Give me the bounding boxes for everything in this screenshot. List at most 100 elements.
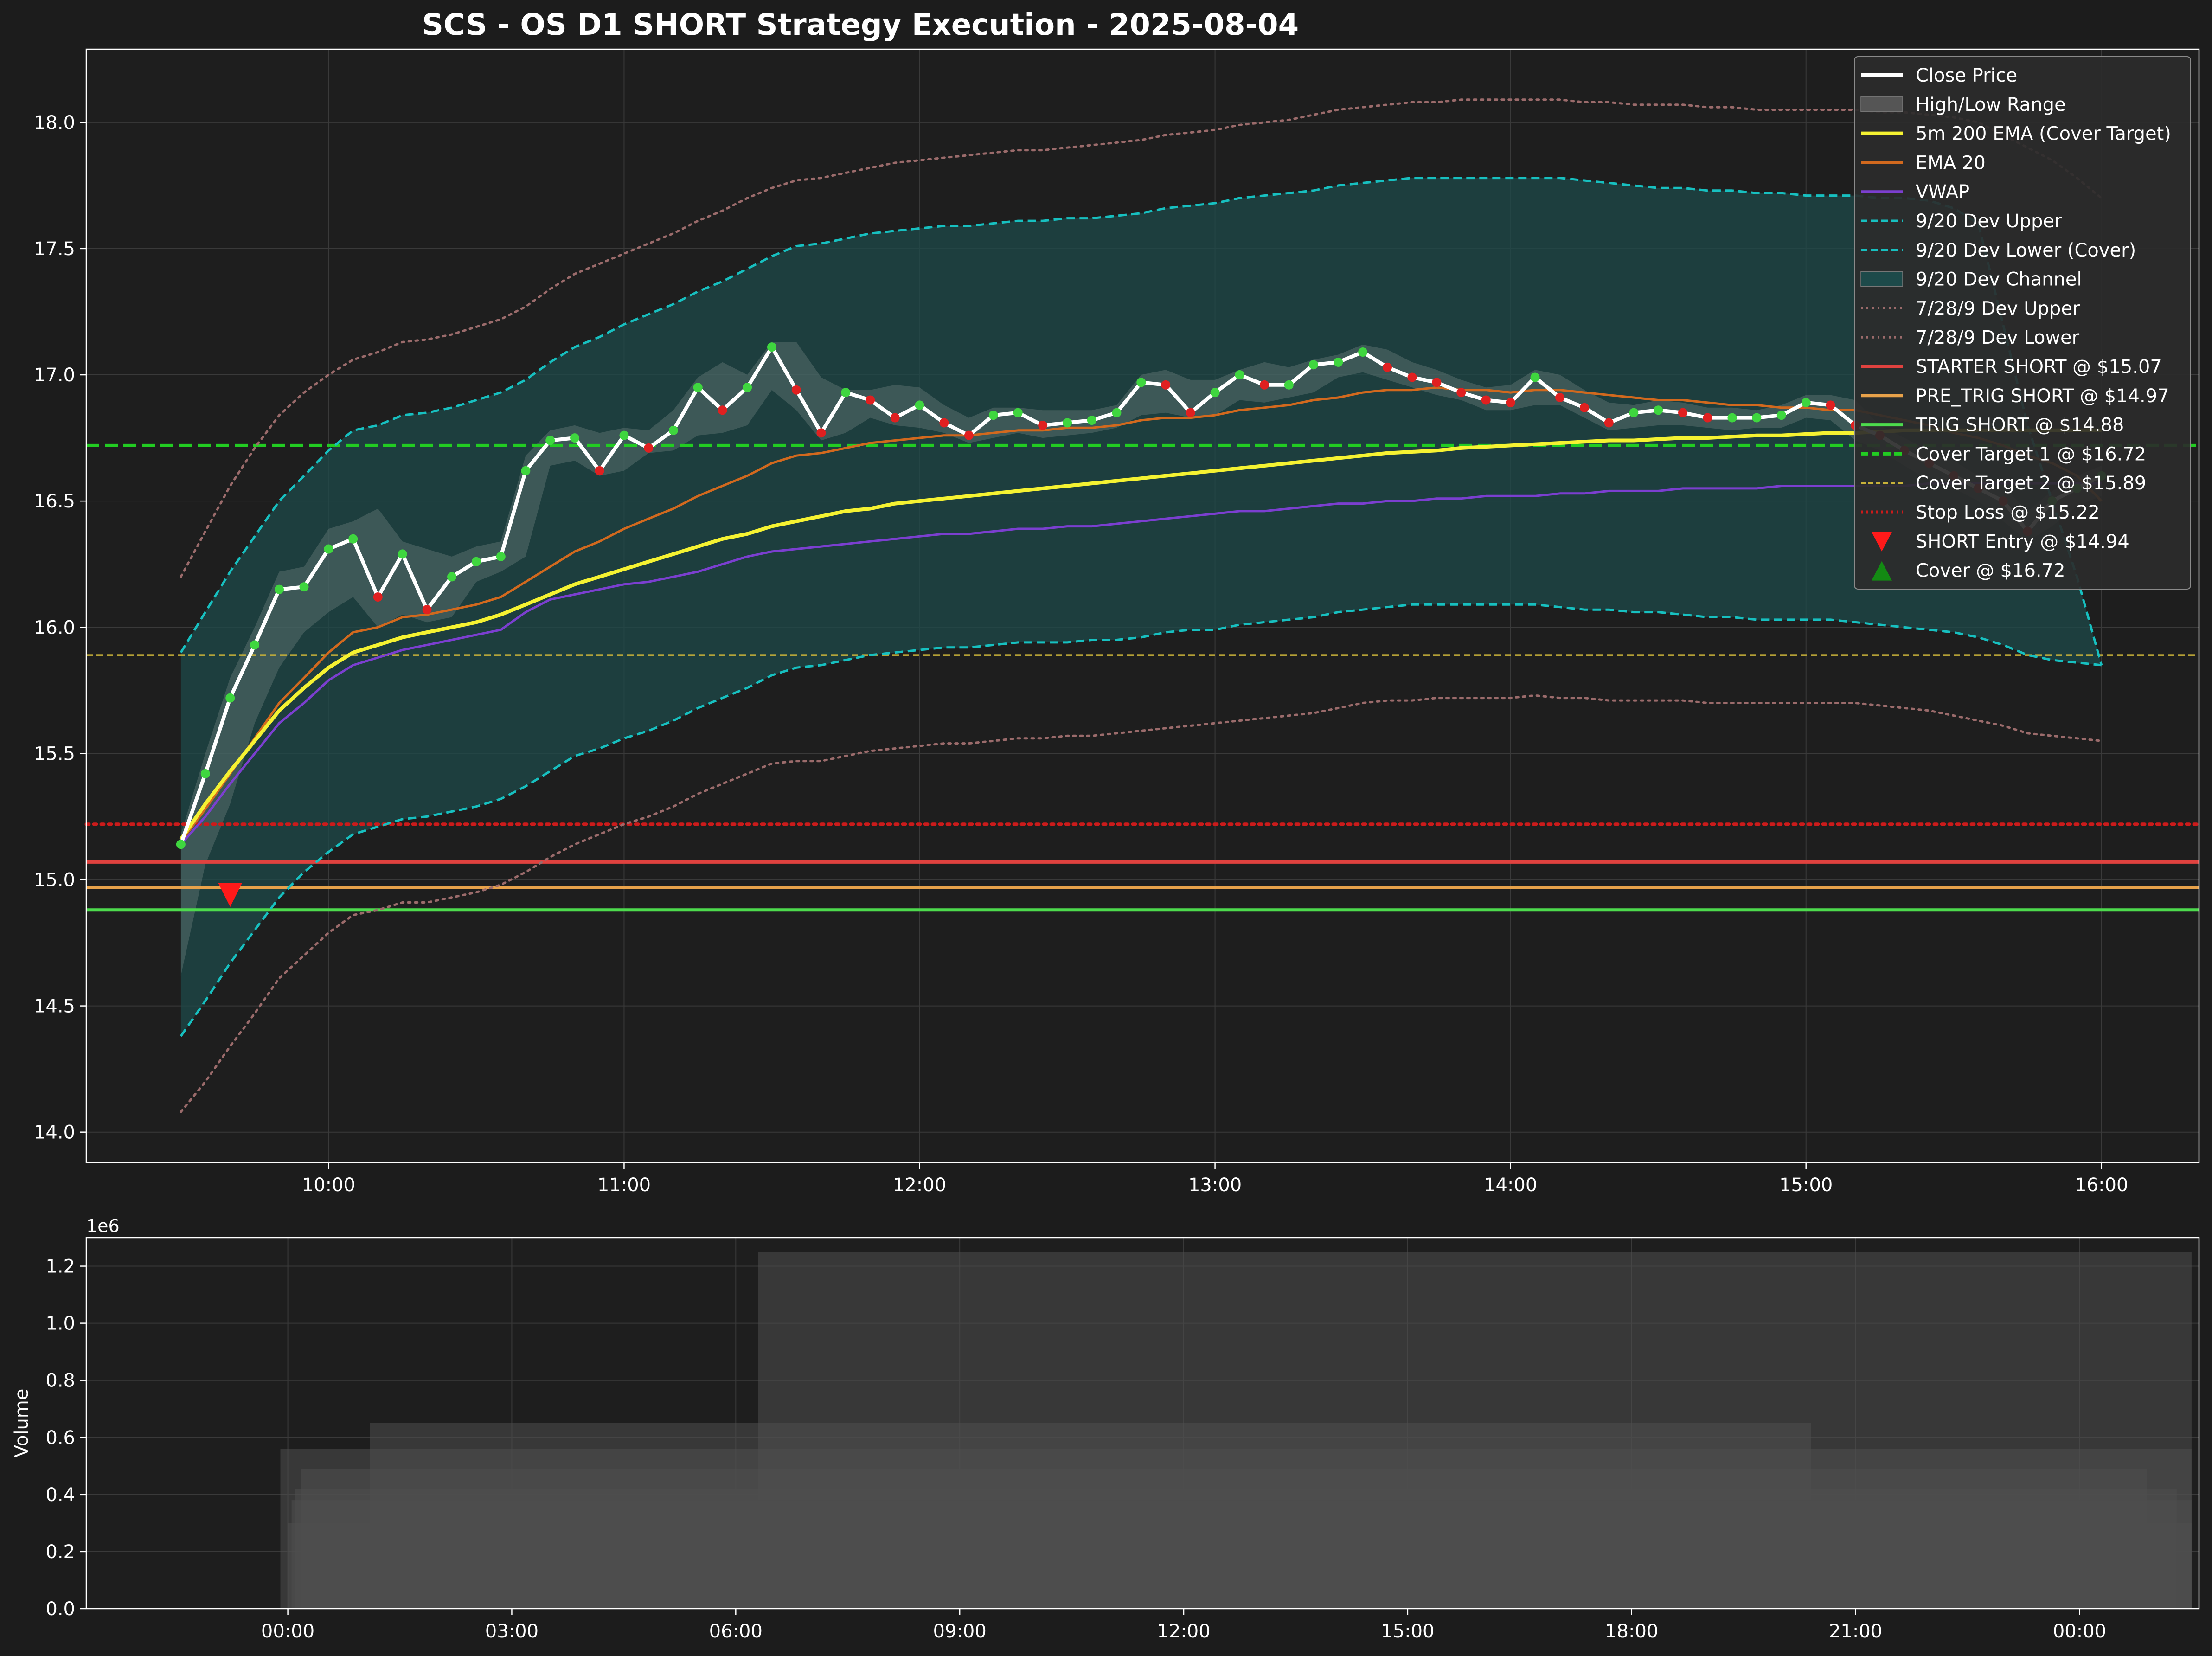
volume-ytick-label-5: 1.0 [45, 1313, 75, 1335]
volume-xtick-label-2: 06:00 [709, 1621, 763, 1642]
close-dot-20 [668, 425, 678, 435]
legend-box [1854, 56, 2191, 590]
legend: Close Price High/Low Range 5m 200 EMA (Cov… [1854, 56, 2191, 590]
close-dot-63 [1727, 413, 1737, 423]
close-dot-29 [890, 413, 900, 423]
close-dot-21 [693, 383, 703, 392]
legend-label-7-28-9-dev-upper: 7/28/9 Dev Upper [1916, 298, 2080, 319]
legend-label-high-low-range: High/Low Range [1916, 94, 2066, 116]
close-dot-18 [619, 430, 629, 440]
close-dot-54 [1506, 398, 1515, 407]
close-dot-24 [767, 342, 776, 352]
close-dot-47 [1334, 357, 1343, 367]
volume-ytick-label-0: 0.0 [45, 1598, 75, 1620]
close-dot-40 [1161, 380, 1171, 390]
close-dot-53 [1481, 395, 1491, 405]
close-dot-52 [1456, 388, 1466, 398]
volume-bar-6 [288, 1523, 2192, 1609]
price-ytick-label-3: 15.5 [34, 743, 75, 764]
price-ytick-label-4: 16.0 [34, 617, 75, 638]
close-dot-33 [988, 411, 998, 420]
close-dot-4 [275, 584, 284, 594]
close-dot-34 [1013, 408, 1023, 417]
close-dot-49 [1382, 362, 1392, 372]
close-dot-41 [1186, 408, 1195, 417]
legend-label-9-20-dev-upper: 9/20 Dev Upper [1916, 211, 2062, 232]
volume-ytick-label-6: 1.2 [45, 1256, 75, 1277]
price-ytick-label-2: 15.0 [34, 869, 75, 891]
price-ytick-label-0: 14.0 [34, 1122, 75, 1143]
volume-bars [280, 1252, 2192, 1609]
close-dot-38 [1112, 408, 1122, 417]
close-dot-42 [1210, 388, 1220, 398]
legend-swatch-cover-16-72 [1872, 561, 1892, 581]
close-dot-64 [1752, 413, 1762, 423]
volume-y-label: Volume [11, 1389, 32, 1458]
close-dot-60 [1654, 405, 1663, 415]
series-line-ema-20 [180, 386, 2103, 843]
close-dot-28 [866, 395, 875, 405]
price-xtick-label-3: 13:00 [1188, 1175, 1242, 1196]
close-dot-10 [422, 605, 432, 615]
legend-label-5m-200-ema-cover-target: 5m 200 EMA (Cover Target) [1916, 123, 2171, 145]
volume-ytick-label-4: 0.8 [45, 1370, 75, 1392]
price-ytick-label-1: 14.5 [34, 996, 75, 1017]
price-x-axis: 10:00 11:00 12:00 13:00 14:00 15:00 16:00 [302, 1162, 2128, 1196]
legend-label-close-price: Close Price [1916, 65, 2017, 86]
volume-xtick-label-8: 00:00 [2053, 1621, 2106, 1642]
close-dot-44 [1259, 380, 1269, 390]
price-xtick-label-6: 16:00 [2075, 1175, 2128, 1196]
close-dot-45 [1284, 380, 1294, 390]
volume-ytick-label-3: 0.6 [45, 1427, 75, 1449]
close-dot-56 [1555, 393, 1565, 403]
close-dot-17 [595, 466, 604, 475]
close-dot-22 [718, 405, 727, 415]
close-dot-14 [521, 466, 531, 475]
price-ytick-label-7: 17.5 [34, 238, 75, 260]
close-dot-7 [348, 534, 358, 544]
legend-label-stop-loss-15-22: Stop Loss @ $15.22 [1916, 502, 2100, 523]
price-ytick-label-5: 16.5 [34, 491, 75, 512]
legend-swatch-short-entry-14-94 [1872, 532, 1892, 552]
legend-label-cover-target-1-16-72: Cover Target 1 @ $16.72 [1916, 443, 2146, 465]
volume-y-axis: 0.0 0.2 0.4 0.6 0.8 1.0 1.2 [45, 1256, 86, 1620]
price-xtick-label-4: 14:00 [1484, 1175, 1537, 1196]
chart-title: SCS - OS D1 SHORT Strategy Execution - 2… [422, 8, 1299, 42]
price-levels [84, 443, 2201, 912]
close-dot-48 [1358, 347, 1368, 357]
close-dot-61 [1678, 408, 1688, 417]
dev-channel-fill [180, 178, 2102, 1036]
volume-ytick-label-2: 0.4 [45, 1484, 75, 1506]
close-dot-1 [200, 769, 210, 778]
volume-xtick-label-1: 03:00 [485, 1621, 539, 1642]
price-xtick-label-2: 12:00 [893, 1175, 946, 1196]
close-dot-50 [1407, 372, 1417, 382]
volume-x-axis: 00:00 03:00 06:00 09:00 12:00 15:00 18:00 21:00… [261, 1609, 2106, 1642]
volume-xtick-label-0: 00:00 [261, 1621, 314, 1642]
series-line-9-20-dev-lower-cover- [180, 603, 2102, 1037]
trade-markers [218, 883, 243, 907]
series-line-7-28-9-dev-upper [180, 98, 2103, 578]
close-dot-5 [299, 582, 309, 592]
series-line-7-28-9-dev-lower [180, 694, 2103, 1113]
close-dot-62 [1703, 413, 1712, 423]
price-ytick-label-8: 18.0 [34, 112, 75, 134]
close-dot-13 [496, 552, 506, 561]
close-dot-16 [570, 433, 580, 443]
close-dot-30 [915, 400, 924, 410]
close-dot-3 [250, 640, 260, 650]
volume-ytick-label-1: 0.2 [45, 1541, 75, 1563]
close-dot-37 [1087, 416, 1096, 425]
legend-label-vwap: VWAP [1916, 181, 1969, 203]
legend-label-cover-target-2-15-89: Cover Target 2 @ $15.89 [1916, 473, 2146, 494]
legend-label-9-20-dev-lower-cover: 9/20 Dev Lower (Cover) [1916, 240, 2136, 261]
price-ytick-label-6: 17.0 [34, 365, 75, 386]
price-xtick-label-0: 10:00 [302, 1175, 355, 1196]
series-line-5m-200-ema-cover-target- [179, 428, 2102, 841]
close-dot-9 [398, 549, 407, 559]
close-dot-19 [644, 443, 654, 453]
close-dot-55 [1530, 372, 1540, 382]
close-dot-67 [1826, 400, 1835, 410]
close-dot-11 [447, 572, 457, 582]
